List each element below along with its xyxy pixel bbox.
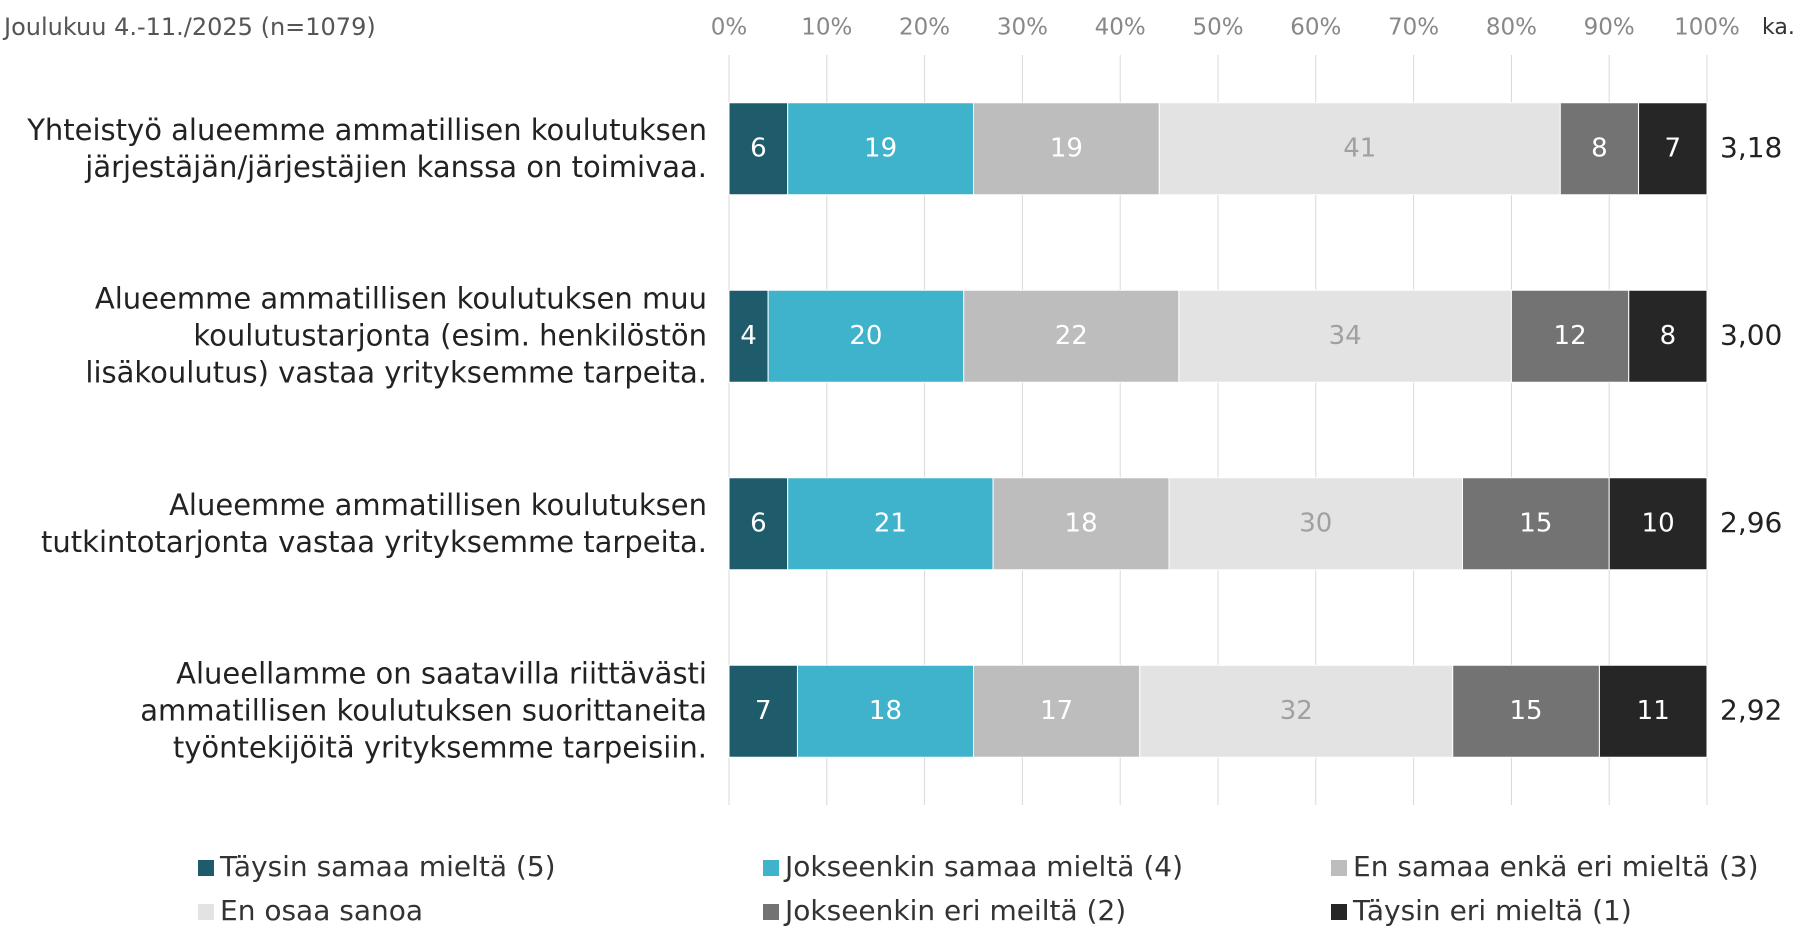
legend-swatch <box>1331 860 1347 876</box>
mean-label: 3,00 <box>1720 318 1782 351</box>
data-label: 32 <box>1280 696 1313 726</box>
bar-segment <box>963 289 1180 383</box>
bar-segment <box>1598 664 1708 758</box>
bar-segment <box>1559 102 1640 196</box>
legend-label: Jokseenkin samaa mieltä (4) <box>783 850 1183 883</box>
data-label: 6 <box>750 133 767 163</box>
bar-segment <box>1638 102 1708 196</box>
bar-segment <box>728 289 769 383</box>
data-label: 34 <box>1329 321 1362 351</box>
legend-label: Täysin samaa mieltä (5) <box>219 850 556 883</box>
category-label: Alueemme ammatillisen koulutuksen muu ko… <box>85 281 707 390</box>
data-label: 15 <box>1519 508 1552 538</box>
x-tick-label: 70% <box>1388 15 1439 41</box>
bar-segment <box>973 664 1141 758</box>
bar-segment <box>767 289 965 383</box>
mean-header: ka. <box>1762 15 1795 40</box>
legend-swatch <box>763 860 779 876</box>
data-label: 7 <box>755 696 772 726</box>
bar-segment <box>1178 289 1512 383</box>
bar-segment <box>728 102 789 196</box>
legend-label: Jokseenkin eri meiltä (2) <box>783 894 1126 927</box>
legend-swatch <box>763 904 779 920</box>
data-label: 8 <box>1591 133 1608 163</box>
legend-label: En osaa sanoa <box>220 894 423 927</box>
category-label: Alueellamme on saatavilla riittävästi am… <box>140 656 707 765</box>
data-label: 20 <box>849 321 882 351</box>
bar-segment <box>1139 664 1454 758</box>
bar-segment <box>1462 477 1610 571</box>
bar-segment <box>1510 289 1630 383</box>
bar-segment <box>992 477 1170 571</box>
data-label: 8 <box>1660 321 1677 351</box>
data-label: 22 <box>1055 321 1088 351</box>
mean-label: 2,96 <box>1720 506 1782 539</box>
data-label: 12 <box>1554 321 1587 351</box>
legend-label: En samaa enkä eri mieltä (3) <box>1353 850 1759 883</box>
mean-label: 2,92 <box>1720 693 1782 726</box>
x-tick-label: 20% <box>899 15 950 41</box>
x-tick-label: 30% <box>997 15 1048 41</box>
bar-segment <box>1608 477 1708 571</box>
category-label: Alueemme ammatillisen koulutuksen tutkin… <box>41 487 707 559</box>
x-tick-label: 40% <box>1095 15 1146 41</box>
data-label: 19 <box>864 133 897 163</box>
data-label: 19 <box>1050 133 1083 163</box>
data-label: 21 <box>874 508 907 538</box>
x-tick-label: 50% <box>1192 15 1243 41</box>
x-tick-label: 0% <box>711 15 748 41</box>
bar-segment <box>1628 289 1708 383</box>
bar-segment <box>796 664 975 758</box>
data-label: 4 <box>740 321 757 351</box>
legend-swatch <box>198 860 214 876</box>
legend-swatch <box>1331 904 1347 920</box>
data-label: 10 <box>1642 508 1675 538</box>
legend-swatch <box>198 904 214 920</box>
legend-label: Täysin eri mieltä (1) <box>1352 894 1632 927</box>
bar-segment <box>1452 664 1600 758</box>
data-label: 30 <box>1299 508 1332 538</box>
data-label: 6 <box>750 508 767 538</box>
x-tick-label: 60% <box>1290 15 1341 41</box>
x-tick-label: 10% <box>801 15 852 41</box>
bar-segment <box>787 477 994 571</box>
bar-segment <box>787 102 974 196</box>
data-label: 17 <box>1040 696 1073 726</box>
x-tick-label: 90% <box>1584 15 1635 41</box>
subtitle: Joulukuu 4.-11./2025 (n=1079) <box>2 13 376 41</box>
category-label: Yhteistyö alueemme ammatillisen koulutuk… <box>27 112 707 184</box>
bar-segment <box>973 102 1160 196</box>
data-label: 18 <box>1065 508 1098 538</box>
bar-segment <box>1158 102 1561 196</box>
mean-label: 3,18 <box>1720 131 1782 164</box>
data-label: 11 <box>1637 696 1670 726</box>
x-tick-label: 100% <box>1674 15 1740 41</box>
x-tick-label: 80% <box>1486 15 1537 41</box>
data-label: 15 <box>1510 696 1543 726</box>
data-label: 41 <box>1343 133 1376 163</box>
data-label: 7 <box>1664 133 1681 163</box>
data-label: 18 <box>869 696 902 726</box>
